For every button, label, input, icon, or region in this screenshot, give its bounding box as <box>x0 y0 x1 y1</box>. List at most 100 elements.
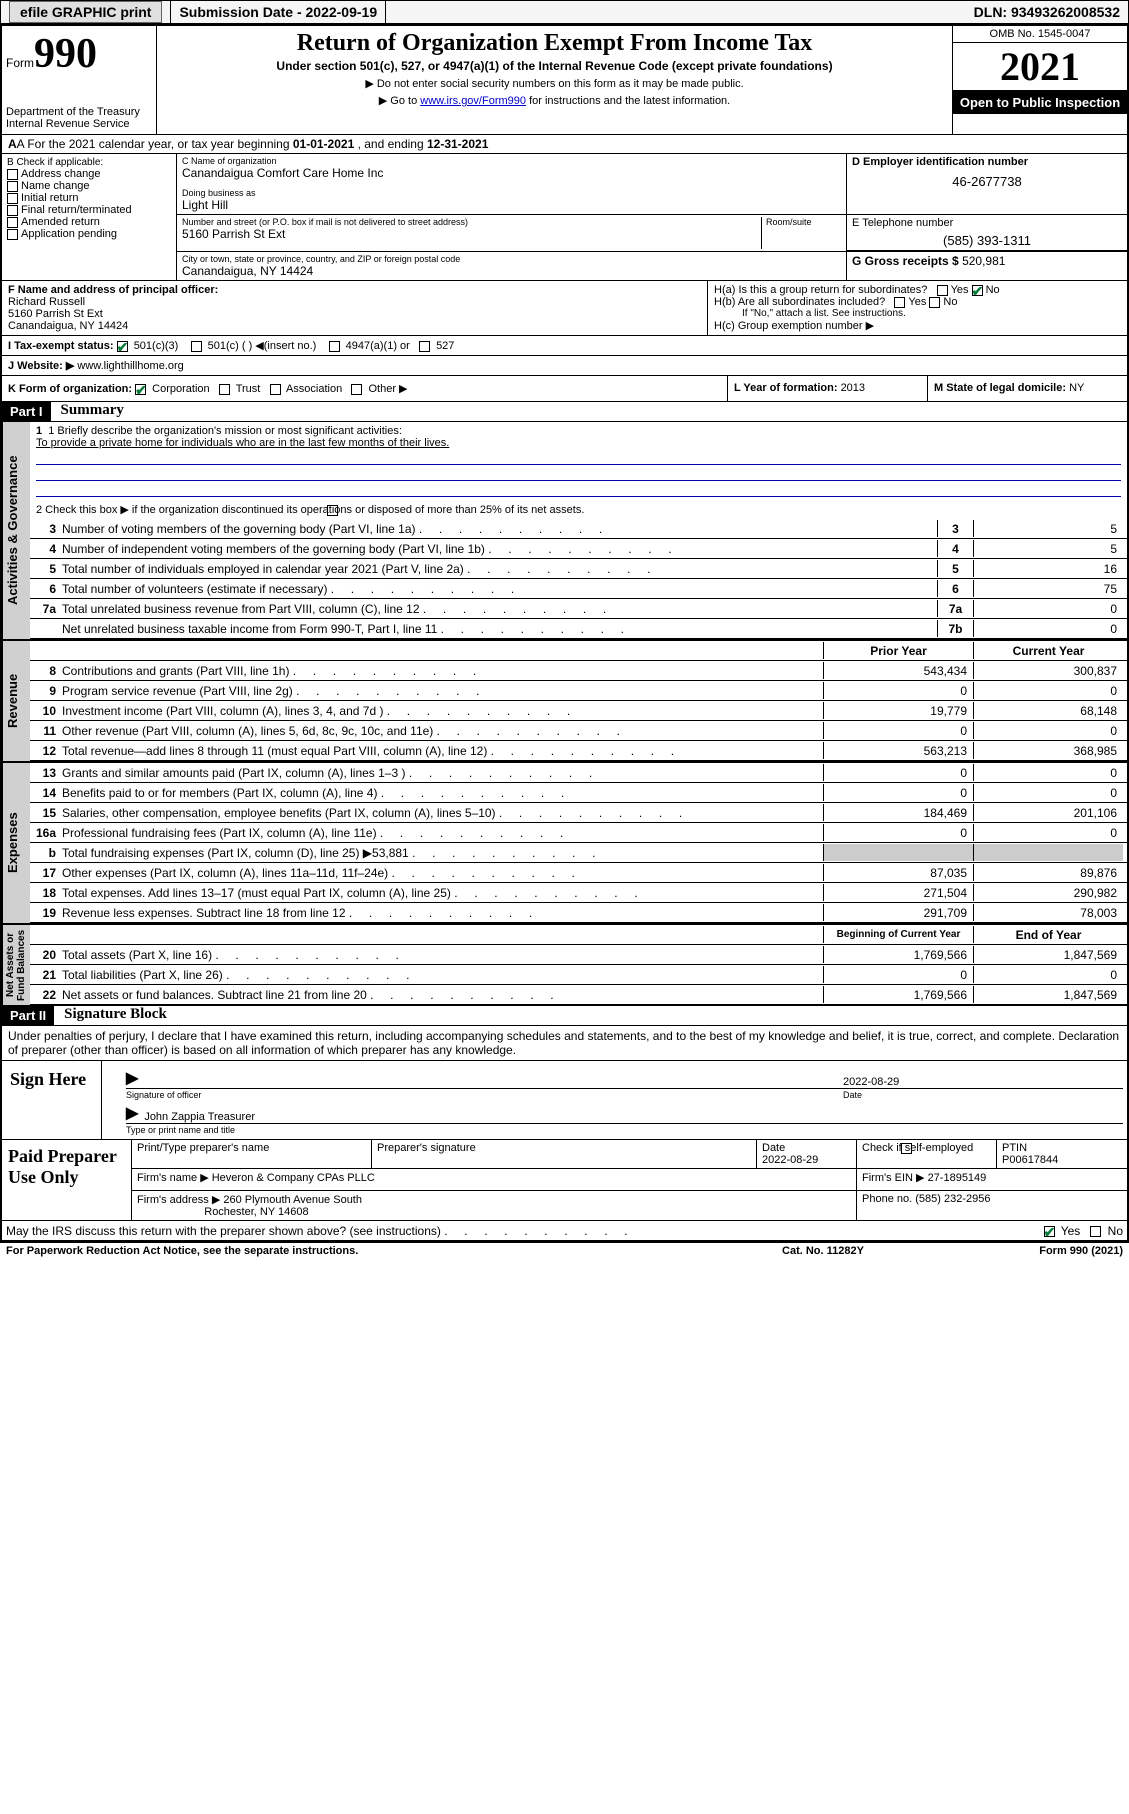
vtab-expenses: Expenses <box>2 763 30 923</box>
c-street-label: Number and street (or P.O. box if mail i… <box>182 217 761 227</box>
gov-line: 4Number of independent voting members of… <box>30 539 1127 559</box>
chk-discuss-yes[interactable] <box>1044 1226 1055 1237</box>
chk-ha-no[interactable] <box>972 285 983 296</box>
l-year: 2013 <box>841 382 865 394</box>
chk-ha-yes[interactable] <box>937 285 948 296</box>
chk-trust[interactable] <box>219 384 230 395</box>
dln: DLN: 93493262008532 <box>966 1 1128 23</box>
data-line: 19Revenue less expenses. Subtract line 1… <box>30 903 1127 923</box>
data-line: bTotal fundraising expenses (Part IX, co… <box>30 843 1127 863</box>
line2: 2 Check this box ▶ if the organization d… <box>30 500 1127 519</box>
vtab-revenue: Revenue <box>2 641 30 761</box>
data-line: 11Other revenue (Part VIII, column (A), … <box>30 721 1127 741</box>
line1-label: 1 1 Briefly describe the organization's … <box>36 425 1121 437</box>
g-gross-label: G Gross receipts $ <box>852 254 962 268</box>
pra-notice: For Paperwork Reduction Act Notice, see … <box>6 1245 723 1257</box>
chk-hb-yes[interactable] <box>894 297 905 308</box>
firm-name: Heveron & Company CPAs PLLC <box>212 1172 375 1184</box>
firm-addr1: 260 Plymouth Avenue South <box>223 1194 362 1206</box>
data-line: 21Total liabilities (Part X, line 26)00 <box>30 965 1127 985</box>
chk-line2[interactable] <box>327 505 338 516</box>
efile-print-button[interactable]: efile GRAPHIC print <box>9 1 162 23</box>
data-line: 14Benefits paid to or for members (Part … <box>30 783 1127 803</box>
sig-officer-label: Signature of officer <box>126 1090 843 1100</box>
c-org-name: Canandaigua Comfort Care Home Inc <box>182 166 841 180</box>
dept-label: Department of the Treasury Internal Reve… <box>6 106 152 130</box>
chk-4947[interactable] <box>329 341 340 352</box>
chk-address-change[interactable] <box>7 169 18 180</box>
name-arrow-icon: ▶ <box>126 1103 138 1123</box>
firm-addr-label: Firm's address ▶ <box>137 1194 223 1206</box>
data-line: 20Total assets (Part X, line 16)1,769,56… <box>30 945 1127 965</box>
chk-other[interactable] <box>351 384 362 395</box>
gov-line: 3Number of voting members of the governi… <box>30 519 1127 539</box>
row-a-tax-year: AA For the 2021 calendar year, or tax ye… <box>2 135 1127 154</box>
perjury-declaration: Under penalties of perjury, I declare th… <box>2 1026 1127 1061</box>
part1-title: Summary <box>61 402 124 421</box>
vtab-netassets: Net Assets or Fund Balances <box>2 925 30 1005</box>
data-line: 9Program service revenue (Part VIII, lin… <box>30 681 1127 701</box>
f-officer-addr1: 5160 Parrish St Ext <box>8 308 701 320</box>
chk-527[interactable] <box>419 341 430 352</box>
firm-ein: 27-1895149 <box>928 1172 987 1184</box>
c-city: Canandaigua, NY 14424 <box>182 264 841 278</box>
data-line: 16aProfessional fundraising fees (Part I… <box>30 823 1127 843</box>
e-phone-label: E Telephone number <box>852 217 1122 229</box>
cat-no: Cat. No. 11282Y <box>723 1245 923 1257</box>
d-ein-label: D Employer identification number <box>852 156 1122 168</box>
instructions-link[interactable]: www.irs.gov/Form990 <box>420 95 526 107</box>
form-990: Form990 Department of the Treasury Inter… <box>0 24 1129 1243</box>
gov-line: 7aTotal unrelated business revenue from … <box>30 599 1127 619</box>
form-label: Form990 <box>6 30 152 78</box>
ptin: P00617844 <box>1002 1154 1058 1166</box>
paid-preparer-label: Paid Preparer Use Only <box>2 1140 132 1220</box>
open-to-public: Open to Public Inspection <box>953 91 1127 114</box>
f-officer-label: F Name and address of principal officer: <box>8 284 701 296</box>
part1-header: Part I <box>2 402 51 421</box>
officer-name-label: Type or print name and title <box>126 1125 1123 1135</box>
gov-line: Net unrelated business taxable income fr… <box>30 619 1127 639</box>
h-c: H(c) Group exemption number ▶ <box>714 319 1121 332</box>
l-label: L Year of formation: <box>734 382 841 394</box>
chk-corp[interactable] <box>135 384 146 395</box>
data-line: 12Total revenue—add lines 8 through 11 (… <box>30 741 1127 761</box>
chk-self-employed[interactable] <box>901 1143 912 1154</box>
self-emp-label: Check if self-employed <box>862 1142 973 1154</box>
note-link: ▶ Go to www.irs.gov/Form990 for instruct… <box>163 94 946 107</box>
chk-final-return[interactable] <box>7 205 18 216</box>
chk-app-pending[interactable] <box>7 229 18 240</box>
chk-name-change[interactable] <box>7 181 18 192</box>
chk-discuss-no[interactable] <box>1090 1226 1101 1237</box>
data-line: 22Net assets or fund balances. Subtract … <box>30 985 1127 1005</box>
data-line: 8Contributions and grants (Part VIII, li… <box>30 661 1127 681</box>
data-line: 10Investment income (Part VIII, column (… <box>30 701 1127 721</box>
form-subtitle: Under section 501(c), 527, or 4947(a)(1)… <box>163 59 946 73</box>
chk-501c3[interactable] <box>117 341 128 352</box>
m-state: NY <box>1069 382 1084 394</box>
chk-initial-return[interactable] <box>7 193 18 204</box>
chk-amended-return[interactable] <box>7 217 18 228</box>
omb-number: OMB No. 1545-0047 <box>953 26 1127 43</box>
officer-name: John Zappia Treasurer <box>144 1111 255 1123</box>
eoy-hdr: End of Year <box>973 926 1123 943</box>
k-label: K Form of organization: <box>8 383 132 395</box>
prep-sig-label: Preparer's signature <box>372 1140 757 1168</box>
c-dba-label: Doing business as <box>182 188 841 198</box>
part2-title: Signature Block <box>64 1006 167 1025</box>
data-line: 13Grants and similar amounts paid (Part … <box>30 763 1127 783</box>
ptin-label: PTIN <box>1002 1142 1027 1154</box>
firm-name-label: Firm's name ▶ <box>137 1172 212 1184</box>
chk-assoc[interactable] <box>270 384 281 395</box>
col-b-checkboxes: B Check if applicable: Address change Na… <box>2 154 177 280</box>
form-title: Return of Organization Exempt From Incom… <box>163 30 946 57</box>
j-website: www.lighthillhome.org <box>77 360 183 372</box>
chk-hb-no[interactable] <box>929 297 940 308</box>
sign-here-label: Sign Here <box>2 1061 102 1139</box>
gov-line: 5Total number of individuals employed in… <box>30 559 1127 579</box>
chk-501c[interactable] <box>191 341 202 352</box>
top-toolbar: efile GRAPHIC print Submission Date - 20… <box>0 0 1129 24</box>
j-label: J Website: ▶ <box>8 360 77 372</box>
submission-date: Submission Date - 2022-09-19 <box>171 1 386 23</box>
vtab-governance: Activities & Governance <box>2 422 30 639</box>
data-line: 17Other expenses (Part IX, column (A), l… <box>30 863 1127 883</box>
